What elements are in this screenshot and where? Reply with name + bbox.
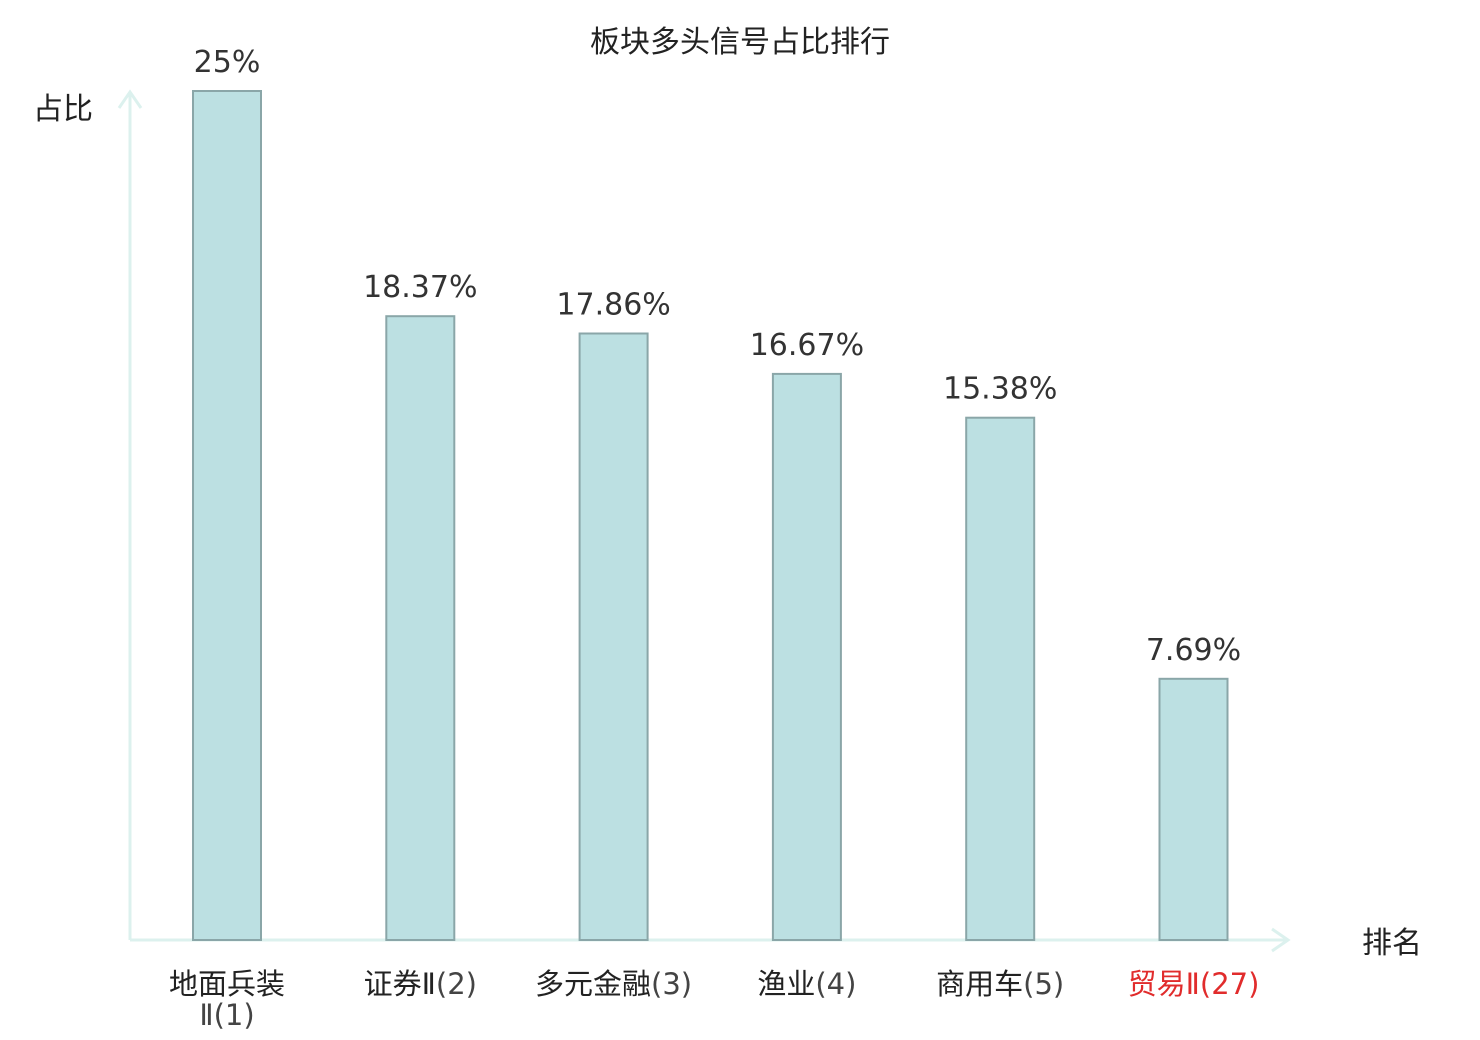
- x-tick-name: 多元金融: [535, 967, 651, 1001]
- bar-value-label: 7.69%: [1146, 633, 1241, 668]
- bar: [771, 372, 842, 941]
- x-tick-name: 贸易Ⅱ: [1128, 967, 1200, 1001]
- bar: [192, 90, 262, 941]
- bar-value-label: 16.67%: [750, 328, 864, 363]
- bars-group: [192, 90, 1229, 941]
- x-tick-label: 商用车(5): [936, 967, 1064, 1001]
- x-tick-label: 渔业(4): [757, 967, 856, 1001]
- y-axis-arrow: [117, 89, 143, 109]
- x-tick-rank: (5): [1023, 967, 1064, 1001]
- bar: [385, 315, 456, 941]
- x-tick-rank: (2): [436, 967, 477, 1001]
- axes: [117, 89, 1291, 953]
- x-tick-label: 贸易Ⅱ(27): [1128, 967, 1260, 1001]
- x-tick-labels-group: 地面兵装 Ⅱ(1) 证券Ⅱ(2) 多元金融(3) 渔业(4) 商用车(5) 贸易Ⅱ(27): [169, 967, 1259, 1032]
- x-axis-arrow: [1271, 927, 1291, 953]
- value-labels-group: 25% 18.37% 17.86% 16.67% 15.38% 7.69%: [194, 45, 1242, 668]
- x-tick-rank: (4): [815, 967, 856, 1001]
- x-tick-name: 地面兵装: [169, 967, 285, 1001]
- x-tick-label: 多元金融(3): [535, 967, 692, 1001]
- x-tick-name: 商用车: [936, 967, 1023, 1001]
- chart-title: 板块多头信号占比排行: [590, 25, 890, 60]
- bar: [1158, 677, 1229, 941]
- x-tick-name-continued: Ⅱ: [199, 998, 213, 1032]
- x-tick-label: 证券Ⅱ(2): [364, 967, 477, 1001]
- bar-value-label: 15.38%: [943, 372, 1057, 407]
- bar: [965, 416, 1036, 941]
- x-tick-rank: (3): [651, 967, 692, 1001]
- bar-value-label: 25%: [194, 45, 261, 80]
- bar-value-label: 17.86%: [556, 288, 670, 323]
- bar: [578, 332, 649, 941]
- x-tick-name: 证券Ⅱ: [364, 967, 436, 1001]
- x-axis-label: 排名: [1362, 926, 1422, 961]
- y-axis-label: 占比: [33, 92, 93, 127]
- x-tick-name: 渔业: [757, 967, 815, 1001]
- x-tick-rank: (27): [1200, 967, 1260, 1001]
- bar-value-label: 18.37%: [363, 270, 477, 305]
- x-tick-rank: (1): [214, 998, 255, 1032]
- x-tick-label: 地面兵装 Ⅱ(1): [169, 967, 285, 1032]
